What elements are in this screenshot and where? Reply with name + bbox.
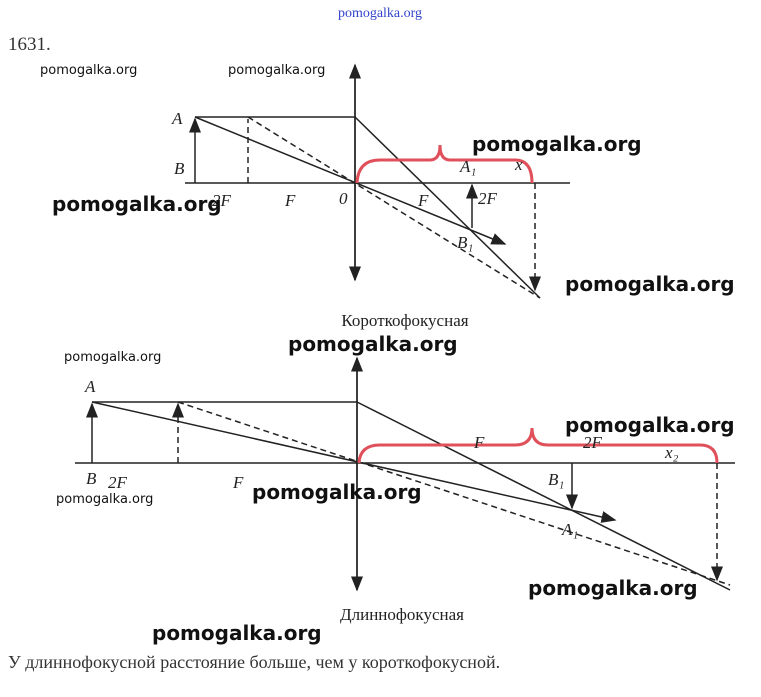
diagram-long-focus: A B 2F F F 2F B₁ A₁ x₂ Длиннофокусная: [75, 356, 735, 624]
label: 2F: [108, 473, 128, 492]
label: 2F: [478, 189, 498, 208]
watermark: pomogalka.org: [288, 332, 458, 356]
watermark: pomogalka.org: [565, 272, 735, 296]
label: F: [417, 191, 429, 210]
label: F: [284, 191, 296, 210]
label: B: [174, 159, 185, 178]
watermark: pomogalka.org: [528, 576, 698, 600]
label: 2F: [583, 433, 603, 452]
label: A₁: [459, 157, 476, 176]
caption: Короткофокусная: [341, 311, 468, 330]
label: x₂: [664, 443, 679, 462]
label: A₁: [561, 520, 578, 539]
label: F: [473, 433, 485, 452]
problem-number: 1631.: [8, 34, 51, 55]
label: F: [232, 473, 244, 492]
watermark: pomogalka.org: [64, 350, 161, 365]
watermark: pomogalka.org: [152, 621, 322, 645]
watermark: pomogalka.org: [472, 132, 642, 156]
site-header: pomogalka.org: [338, 6, 422, 21]
answer: У длиннофокусной расстояние больше, чем …: [8, 652, 500, 672]
label: A: [84, 377, 96, 396]
watermark: pomogalka.org: [40, 63, 137, 78]
diagram-short-focus: A B 2F F 0 F 2F A₁ B₁ x Короткофокусная: [171, 63, 570, 330]
label: B: [86, 469, 97, 488]
caption: Длиннофокусная: [340, 605, 464, 624]
label: A: [171, 109, 183, 128]
watermark: pomogalka.org: [252, 480, 422, 504]
label: 0: [339, 189, 348, 208]
watermark: pomogalka.org: [56, 492, 153, 507]
label: B₁: [457, 233, 473, 252]
watermark: pomogalka.org: [565, 413, 735, 437]
watermark: pomogalka.org: [52, 192, 222, 216]
watermark: pomogalka.org: [228, 63, 325, 78]
label: B₁: [548, 470, 564, 489]
label: 2F: [212, 191, 232, 210]
label: x: [514, 155, 523, 174]
